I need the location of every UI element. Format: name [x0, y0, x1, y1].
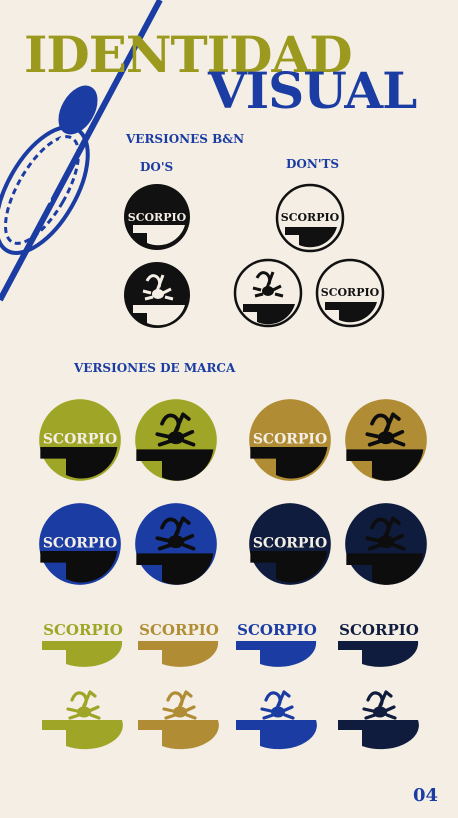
logo-word-text: SCORPIO	[237, 621, 317, 639]
title-line1: IDENTIDAD	[24, 25, 353, 84]
logo-dont-icon	[233, 258, 303, 328]
logo-word-text: SCORPIO	[43, 621, 123, 639]
logo-gold-circle-word: SCORPIO	[249, 399, 331, 481]
logo-gold-flat-word: SCORPIO	[138, 621, 219, 667]
logo-word-text: SCORPIO	[339, 621, 419, 639]
section-brand-label: VERSIONES DE MARCA	[74, 361, 236, 375]
logo-blue-circle-icon	[135, 503, 217, 585]
logo-navy-flat-icon	[338, 690, 419, 750]
logo-olive-flat-word: SCORPIO	[42, 621, 123, 667]
logo-blue-circle-word: SCORPIO	[39, 503, 121, 585]
logo-blue-flat-icon	[236, 690, 317, 750]
logo-bw-word: SCORPIO	[124, 184, 190, 250]
logo-bw-icon	[124, 262, 190, 328]
logo-gold-flat-icon	[138, 690, 219, 750]
logo-navy-circle-icon	[345, 503, 427, 585]
logo-word-text: SCORPIO	[43, 432, 117, 448]
logo-word-text: SCORPIO	[139, 621, 219, 639]
logo-blue-flat-word: SCORPIO	[236, 621, 317, 667]
logo-gold-circle-icon	[345, 399, 427, 481]
logo-dont-word: SCORPIO	[275, 183, 345, 253]
logo-word-text: SCORPIO	[281, 211, 340, 224]
logo-word-text: SCORPIO	[253, 432, 327, 448]
page-number: 04	[412, 785, 438, 806]
logo-navy-circle-word: SCORPIO	[249, 503, 331, 585]
logo-word-text: SCORPIO	[253, 536, 327, 552]
logo-olive-circle-word: SCORPIO	[39, 399, 121, 481]
caterpillar-illustration	[0, 0, 163, 302]
section-bw-label: VERSIONES B&N	[126, 132, 245, 146]
logo-olive-flat-icon	[42, 690, 123, 750]
logo-word-text: SCORPIO	[43, 536, 117, 552]
logo-word-text: SCORPIO	[321, 286, 380, 299]
title-line2: VISUAL	[208, 61, 417, 120]
logo-navy-flat-word: SCORPIO	[338, 621, 419, 667]
logo-word-text: SCORPIO	[128, 211, 187, 224]
section-dos-label: DO'S	[140, 160, 174, 174]
logo-dont-word-2: SCORPIO	[315, 258, 385, 328]
section-donts-label: DON'TS	[286, 157, 340, 171]
logo-olive-circle-icon	[135, 399, 217, 481]
